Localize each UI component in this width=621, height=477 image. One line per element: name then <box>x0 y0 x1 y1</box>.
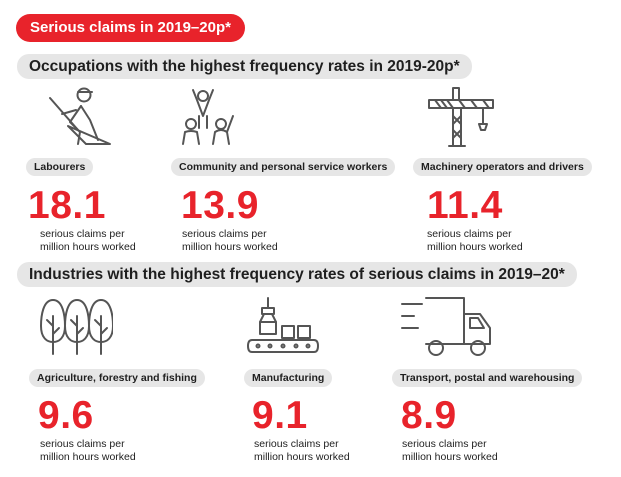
industry-card-transport: Transport, postal and warehousing 8.9 se… <box>392 296 612 464</box>
delivery-truck-icon <box>400 296 494 358</box>
tower-crane-icon <box>427 86 497 148</box>
industry-label: Agriculture, forestry and fishing <box>29 369 205 387</box>
industry-label: Transport, postal and warehousing <box>392 369 583 387</box>
conveyor-robot-arm-icon <box>246 296 320 358</box>
labourer-shovel-icon <box>40 86 112 148</box>
occupation-card-labourers: Labourers 18.1 serious claims per millio… <box>26 86 176 254</box>
occupation-card-community: Community and personal service workers 1… <box>171 86 411 254</box>
industry-label: Manufacturing <box>244 369 333 387</box>
occupation-unit: serious claims per million hours worked <box>40 228 136 253</box>
occupation-label: Labourers <box>26 158 94 176</box>
occupation-label: Community and personal service workers <box>171 158 396 176</box>
occupation-card-machinery: Machinery operators and drivers 11.4 ser… <box>413 86 613 254</box>
industry-value: 9.1 <box>252 394 308 437</box>
occupation-value: 13.9 <box>181 184 259 227</box>
occupation-value: 18.1 <box>28 184 106 227</box>
industry-unit: serious claims per million hours worked <box>402 438 498 463</box>
occupation-value: 11.4 <box>427 184 503 227</box>
industry-card-manufacturing: Manufacturing 9.1 serious claims per mil… <box>244 296 384 464</box>
serious-claims-banner: Serious claims in 2019–20p* <box>16 14 245 42</box>
industry-value: 8.9 <box>401 394 457 437</box>
industry-card-agriculture: Agriculture, forestry and fishing 9.6 se… <box>29 296 229 464</box>
industry-unit: serious claims per million hours worked <box>254 438 350 463</box>
trees-icon <box>39 296 113 358</box>
occupation-unit: serious claims per million hours worked <box>427 228 523 253</box>
people-cheering-icon <box>179 86 241 148</box>
industries-heading: Industries with the highest frequency ra… <box>17 262 577 287</box>
occupations-heading: Occupations with the highest frequency r… <box>17 54 472 79</box>
occupation-label: Machinery operators and drivers <box>413 158 592 176</box>
industry-unit: serious claims per million hours worked <box>40 438 136 463</box>
occupation-unit: serious claims per million hours worked <box>182 228 278 253</box>
industry-value: 9.6 <box>38 394 94 437</box>
